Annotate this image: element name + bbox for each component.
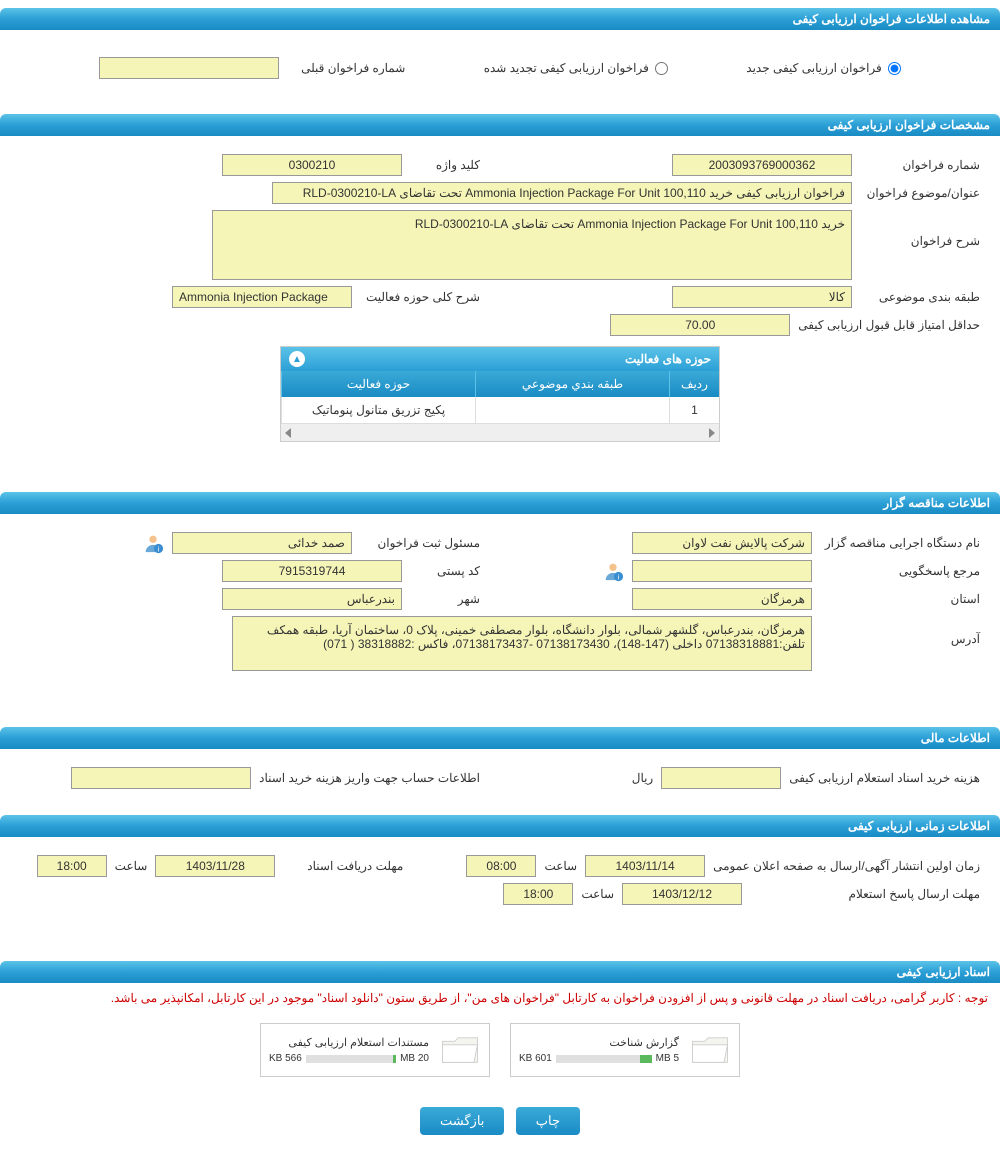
row-cat [475,397,669,423]
contact-label: مرجع پاسخگویی [820,564,980,578]
city-label: شهر [410,592,480,606]
button-row: چاپ بازگشت [0,1087,1000,1155]
postal-label: کد پستی [410,564,480,578]
prev-num-label: شماره فراخوان قبلی [285,61,405,75]
person-icon-2[interactable]: i [602,560,624,582]
radio-renew-label: فراخوان ارزیابی کیفی تجدید شده [484,61,649,75]
financial-body: هزینه خرید اسناد استعلام ارزیابی کیفی ری… [0,749,1000,807]
prev-num-field [99,57,279,79]
col-cat: طبقه بندي موضوعي [475,371,669,397]
folder-icon [689,1032,731,1068]
keyword-field: 0300210 [222,154,402,176]
doc-file-1[interactable]: گزارش شناخت 5 MB 601 KB [510,1023,740,1077]
table-scrollbar[interactable] [281,423,719,441]
minscore-label: حداقل امتیاز قابل قبول ارزیابی کیفی [798,318,980,332]
contact-field [632,560,812,582]
print-button[interactable]: چاپ [516,1107,580,1135]
reply-label: مهلت ارسال پاسخ استعلام [750,887,980,901]
cost-field [661,767,781,789]
call-num-label: شماره فراخوان [860,158,980,172]
type-select-body: فراخوان ارزیابی کیفی جدید فراخوان ارزیاب… [0,30,1000,106]
responsible-field: صمد خدائی [172,532,352,554]
hour-label-3: ساعت [581,887,614,901]
activity-table: حوزه های فعالیت ▲ ردیف طبقه بندي موضوعي … [280,346,720,442]
back-button[interactable]: بازگشت [420,1107,504,1135]
address-label: آدرس [820,616,980,646]
category-field: کالا [672,286,852,308]
cost-label: هزینه خرید اسناد استعلام ارزیابی کیفی [789,771,980,785]
receive-date: 1403/11/28 [155,855,275,877]
title-field: فراخوان ارزیابی کیفی خرید Ammonia Inject… [272,182,852,204]
postal-field: 7915319744 [222,560,402,582]
publish-time: 08:00 [466,855,536,877]
reply-date: 1403/12/12 [622,883,742,905]
city-field: بندرعباس [222,588,402,610]
reply-time: 18:00 [503,883,573,905]
title-label: عنوان/موضوع فراخوان [860,186,980,200]
publish-label: زمان اولین انتشار آگهی/ارسال به صفحه اعل… [713,859,980,873]
activity-table-title: حوزه های فعالیت [625,352,711,366]
section-header-timing: اطلاعات زمانی ارزیابی کیفی [0,815,1000,837]
doc-files: گزارش شناخت 5 MB 601 KB مستندات استعلام … [0,1013,1000,1087]
account-field [71,767,251,789]
hour-label-2: ساعت [115,859,148,873]
col-act: حوزه فعالیت [281,371,475,397]
org-field: شرکت پالایش نفت لاوان [632,532,812,554]
province-field: هرمزگان [632,588,812,610]
prev-num-wrap: شماره فراخوان قبلی [99,57,405,79]
collapse-icon[interactable]: ▲ [289,351,305,367]
org-label: نام دستگاه اجرایی مناقصه گزار [820,536,980,550]
section-header-tenderer: اطلاعات مناقصه گزار [0,492,1000,514]
publish-date: 1403/11/14 [585,855,705,877]
province-label: استان [820,592,980,606]
section-header-financial: اطلاعات مالی [0,727,1000,749]
activity-row: 1 پکیج تزریق متانول پنوماتیک [281,397,719,423]
receive-label: مهلت دریافت اسناد [283,859,403,873]
radio-new-wrap: فراخوان ارزیابی کیفی جدید [746,61,900,75]
desc-label: شرح فراخوان [860,210,980,248]
person-icon[interactable]: i [142,532,164,554]
scope-field: Ammonia Injection Package [172,286,352,308]
keyword-label: کلید واژه [410,158,480,172]
activity-table-header: حوزه های فعالیت ▲ [281,347,719,371]
radio-renew-wrap: فراخوان ارزیابی کیفی تجدید شده [484,61,668,75]
spec-body: شماره فراخوان 2003093769000362 کلید واژه… [0,136,1000,454]
row-idx: 1 [669,397,719,423]
radio-new[interactable] [888,62,901,75]
radio-new-label: فراخوان ارزیابی کیفی جدید [746,61,881,75]
tenderer-body: نام دستگاه اجرایی مناقصه گزار شرکت پالای… [0,514,1000,689]
minscore-field: 70.00 [610,314,790,336]
responsible-label: مسئول ثبت فراخوان [360,536,480,550]
folder-icon [439,1032,481,1068]
radio-renew[interactable] [655,62,668,75]
section-header-spec: مشخصات فراخوان ارزیابی کیفی [0,114,1000,136]
address-field: هرمزگان، بندرعباس، گلشهر شمالی، بلوار دا… [232,616,812,671]
activity-cols: ردیف طبقه بندي موضوعي حوزه فعالیت [281,371,719,397]
timing-body: زمان اولین انتشار آگهی/ارسال به صفحه اعل… [0,837,1000,923]
currency-label: ریال [632,771,654,785]
doc2-title: مستندات استعلام ارزیابی کیفی [269,1036,429,1049]
col-idx: ردیف [669,371,719,397]
doc-file-2[interactable]: مستندات استعلام ارزیابی کیفی 20 MB 566 K… [260,1023,490,1077]
desc-field: خرید Ammonia Injection Package For Unit … [212,210,852,280]
row-act: پکیج تزریق متانول پنوماتیک [281,397,475,423]
section-header-documents: اسناد ارزیابی کیفی [0,961,1000,983]
scope-label: شرح کلی حوزه فعالیت [360,290,480,304]
receive-time: 18:00 [37,855,107,877]
category-label: طبقه بندی موضوعی [860,290,980,304]
hour-label-1: ساعت [544,859,577,873]
section-header-view: مشاهده اطلاعات فراخوان ارزیابی کیفی [0,8,1000,30]
call-num-field: 2003093769000362 [672,154,852,176]
doc1-title: گزارش شناخت [519,1036,679,1049]
account-label: اطلاعات حساب جهت واریز هزینه خرید اسناد [259,771,480,785]
documents-notice: توجه : کاربر گرامی، دریافت اسناد در مهلت… [0,983,1000,1013]
